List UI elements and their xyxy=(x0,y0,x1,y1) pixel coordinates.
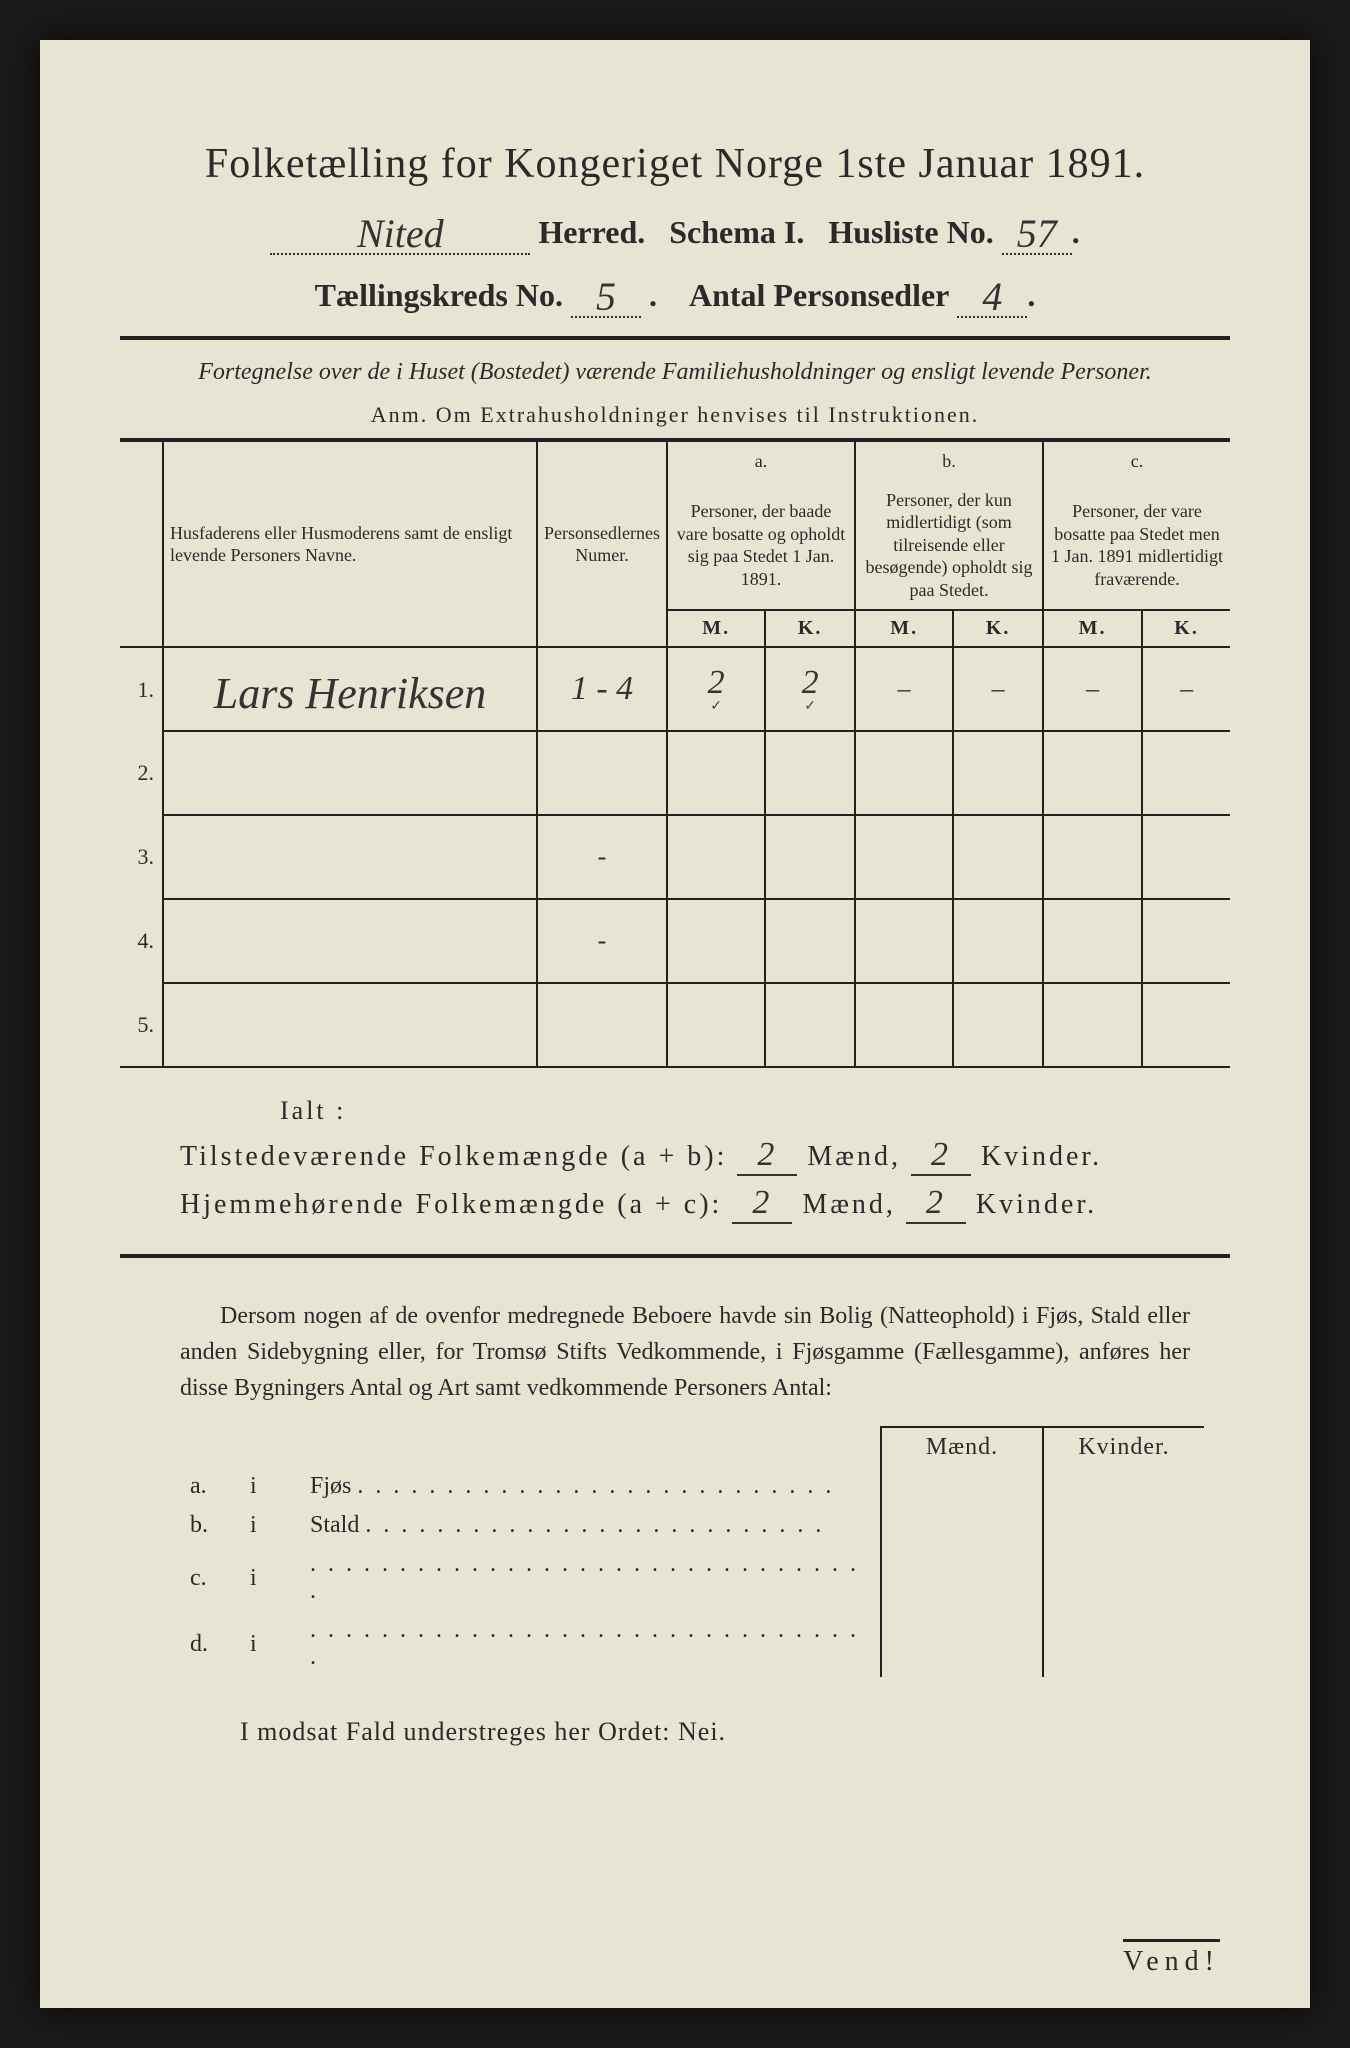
nei-instruction: I modsat Fald understreges her Ordet: Ne… xyxy=(240,1717,1230,1747)
vend-label: Vend! xyxy=(1123,1939,1220,1978)
maend-col: Mænd. xyxy=(926,1434,998,1460)
kreds-no: 5 xyxy=(596,274,616,319)
building-table: Mænd. Kvinder. a. i Fjøs . . . . . . . .… xyxy=(180,1426,1204,1677)
sum2-m: 2 xyxy=(752,1184,772,1221)
sum1-label: Tilstedeværende Folkemængde (a + b): xyxy=(180,1141,727,1172)
herred-value: Nited xyxy=(357,211,444,256)
census-form-page: Folketælling for Kongeriget Norge 1ste J… xyxy=(40,40,1310,2008)
divider xyxy=(120,336,1230,340)
building-row: c. i . . . . . . . . . . . . . . . . . .… xyxy=(180,1545,1204,1611)
antal-val: 4 xyxy=(982,274,1002,319)
kreds-label: Tællingskreds No. xyxy=(315,277,563,313)
kvinder-label: Kvinder. xyxy=(981,1141,1102,1172)
person-name: Lars Henriksen xyxy=(214,669,487,718)
husliste-label: Husliste No. xyxy=(828,214,993,250)
maend-label: Mænd, xyxy=(802,1189,896,1220)
col-num-header: Personsedlernes Numer. xyxy=(544,523,660,566)
k-label: K. xyxy=(798,617,823,639)
kvinder-label: Kvinder. xyxy=(976,1189,1097,1220)
building-row: d. i . . . . . . . . . . . . . . . . . .… xyxy=(180,1611,1204,1677)
instruction-paragraph: Dersom nogen af de ovenfor medregnede Be… xyxy=(180,1298,1190,1406)
m-label: M. xyxy=(890,617,918,639)
antal-label: Antal Personsedler xyxy=(689,277,949,313)
table-row: 5. xyxy=(120,983,1230,1067)
table-row: 1. Lars Henriksen 1 - 4 2✓ 2✓ – – – – xyxy=(120,647,1230,731)
col-name-header: Husfaderens eller Husmoderens samt de en… xyxy=(170,523,512,566)
page-title: Folketælling for Kongeriget Norge 1ste J… xyxy=(120,140,1230,188)
table-row: 2. xyxy=(120,731,1230,815)
table-row: 3. - xyxy=(120,815,1230,899)
subtitle: Fortegnelse over de i Huset (Bostedet) v… xyxy=(120,356,1230,388)
anm-note: Anm. Om Extrahusholdninger henvises til … xyxy=(120,402,1230,428)
building-row: a. i Fjøs . . . . . . . . . . . . . . . … xyxy=(180,1467,1204,1506)
col-b-header: Personer, der kun midlertidigt (som tilr… xyxy=(865,490,1032,600)
sum2-label: Hjemmehørende Folkemængde (a + c): xyxy=(180,1189,722,1220)
sum2-k: 2 xyxy=(926,1184,946,1221)
col-a-label: a. xyxy=(755,451,768,471)
m-label: M. xyxy=(702,617,730,639)
building-row: b. i Stald . . . . . . . . . . . . . . .… xyxy=(180,1506,1204,1545)
herred-label: Herred. xyxy=(538,214,645,250)
maend-label: Mænd, xyxy=(807,1141,901,1172)
col-b-label: b. xyxy=(942,451,956,471)
sum1-k: 2 xyxy=(931,1136,951,1173)
kvinder-col: Kvinder. xyxy=(1078,1434,1169,1460)
k-label: K. xyxy=(986,617,1011,639)
husliste-no: 57 xyxy=(1017,211,1057,256)
table-row: 4. - xyxy=(120,899,1230,983)
col-c-header: Personer, der vare bosatte paa Stedet me… xyxy=(1051,501,1223,589)
col-c-label: c. xyxy=(1131,451,1144,471)
header-line-2: Tællingskreds No. 5 . Antal Personsedler… xyxy=(120,269,1230,318)
k-label: K. xyxy=(1174,617,1199,639)
sum1-m: 2 xyxy=(757,1136,777,1173)
sum-line-ab: Tilstedeværende Folkemængde (a + b): 2 M… xyxy=(180,1136,1230,1176)
divider xyxy=(120,1254,1230,1258)
sum-line-ac: Hjemmehørende Folkemængde (a + c): 2 Mæn… xyxy=(180,1184,1230,1224)
col-a-header: Personer, der baade vare bosatte og opho… xyxy=(677,501,845,589)
census-table: Husfaderens eller Husmoderens samt de en… xyxy=(120,438,1230,1068)
header-line-1: Nited Herred. Schema I. Husliste No. 57 … xyxy=(120,206,1230,255)
ialt-label: Ialt : xyxy=(280,1096,1230,1126)
schema-label: Schema I. xyxy=(669,214,804,250)
m-label: M. xyxy=(1079,617,1107,639)
